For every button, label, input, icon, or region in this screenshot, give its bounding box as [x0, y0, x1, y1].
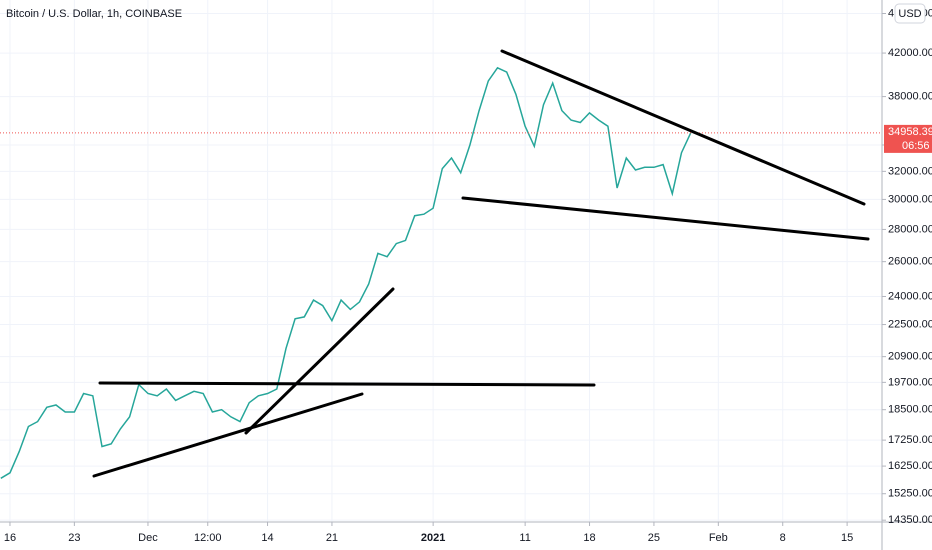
- x-tick-label: 14: [261, 532, 273, 544]
- y-tick-label: 30000.00: [888, 193, 932, 205]
- x-tick-label: 23: [68, 532, 80, 544]
- countdown-label: 06:56: [902, 140, 930, 152]
- y-tick-label: 19700.00: [888, 376, 932, 388]
- trend-line: [461, 196, 870, 241]
- x-tick-label: 18: [583, 532, 595, 544]
- chart-title: Bitcoin / U.S. Dollar, 1h, COINBASE: [6, 8, 182, 20]
- x-tick-label: 25: [648, 532, 660, 544]
- y-tick-label: 28000.00: [888, 223, 932, 235]
- y-tick-label: 15250.00: [888, 488, 932, 500]
- y-tick-label: 32000.00: [888, 165, 932, 177]
- x-tick-label: 11: [519, 532, 530, 544]
- x-tick-label: 12:00: [194, 532, 222, 544]
- y-tick-label: 22500.00: [888, 318, 932, 330]
- currency-label[interactable]: USD: [898, 8, 921, 20]
- x-tick-label: 2021: [421, 532, 445, 544]
- y-tick-label: 16250.00: [888, 460, 932, 472]
- x-tick-label: Dec: [138, 532, 158, 544]
- axes: 14350.00 15250.00 16250.00 17250.00 18500.00…: [4, 7, 932, 544]
- y-tick-label: 18500.00: [888, 404, 932, 416]
- trend-line: [98, 381, 596, 387]
- y-tick-label: 42000.00: [888, 47, 932, 59]
- x-tick-label: 8: [780, 532, 786, 544]
- trend-line: [500, 49, 866, 206]
- x-tick-label: 16: [4, 532, 16, 544]
- last-price-box: [884, 124, 932, 153]
- y-tick-label: 38000.00: [888, 91, 932, 103]
- y-tick-label: 20900.00: [888, 351, 932, 363]
- price-line: [0, 66, 692, 479]
- y-tick-label: 17250.00: [888, 434, 932, 446]
- x-tick-label: 15: [841, 532, 853, 544]
- trend-line: [92, 392, 364, 478]
- last-price-label: 34958.39: [888, 126, 932, 138]
- x-tick-label: 21: [326, 532, 338, 544]
- grid: [0, 0, 882, 522]
- trend-lines: [92, 49, 870, 478]
- x-tick-label: Feb: [709, 532, 728, 544]
- trend-line: [244, 287, 395, 435]
- y-tick-label: 26000.00: [888, 256, 932, 268]
- y-tick-label: 24000.00: [888, 290, 932, 302]
- plot: [0, 66, 882, 479]
- y-tick-label: 14350.00: [888, 514, 932, 526]
- currency-button[interactable]: [894, 3, 926, 24]
